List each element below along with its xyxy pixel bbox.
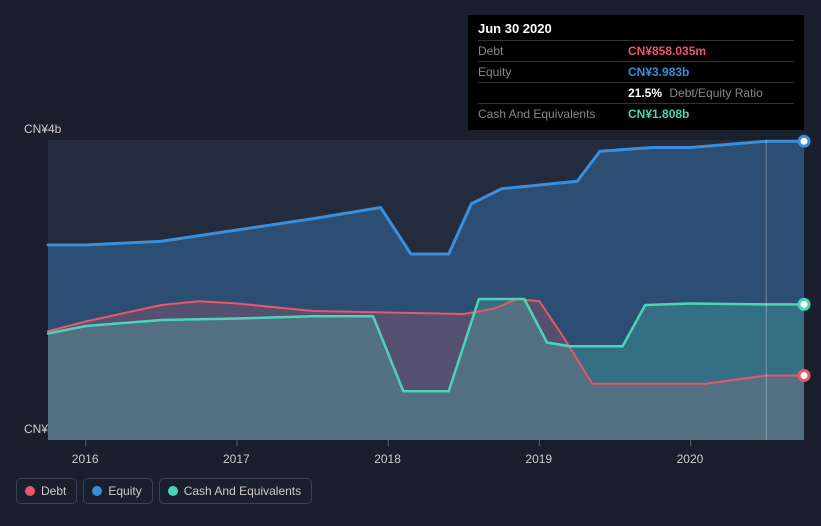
tooltip-row: 21.5% Debt/Equity Ratio bbox=[478, 82, 794, 103]
legend-item-cash[interactable]: Cash And Equivalents bbox=[159, 478, 312, 504]
tooltip-row-value: 21.5% Debt/Equity Ratio bbox=[628, 86, 763, 100]
cash-color-dot bbox=[168, 486, 178, 496]
tooltip-row-value: CN¥3.983b bbox=[628, 65, 689, 79]
x-tick-label: 2019 bbox=[525, 452, 552, 466]
legend-item-equity[interactable]: Equity bbox=[83, 478, 152, 504]
tooltip-row: EquityCN¥3.983b bbox=[478, 61, 794, 82]
debt-color-dot bbox=[25, 486, 35, 496]
legend-label: Cash And Equivalents bbox=[184, 484, 301, 498]
tooltip-row-value: CN¥858.035m bbox=[628, 44, 706, 58]
x-tick-label: 2018 bbox=[374, 452, 401, 466]
chart-tooltip: Jun 30 2020 DebtCN¥858.035mEquityCN¥3.98… bbox=[468, 15, 804, 130]
chart-legend: Debt Equity Cash And Equivalents bbox=[16, 478, 312, 504]
tooltip-row-label bbox=[478, 86, 628, 100]
legend-label: Debt bbox=[41, 484, 66, 498]
tooltip-date: Jun 30 2020 bbox=[478, 21, 794, 36]
tooltip-row-value: CN¥1.808b bbox=[628, 107, 689, 121]
legend-label: Equity bbox=[108, 484, 141, 498]
legend-item-debt[interactable]: Debt bbox=[16, 478, 77, 504]
finance-chart: CN¥4b CN¥0 20162017201820192020 Jun 30 2… bbox=[0, 0, 821, 526]
tooltip-row: Cash And EquivalentsCN¥1.808b bbox=[478, 103, 794, 124]
tooltip-row-label: Cash And Equivalents bbox=[478, 107, 628, 121]
tooltip-row-label: Debt bbox=[478, 44, 628, 58]
x-tick-label: 2016 bbox=[72, 452, 99, 466]
x-tick-label: 2017 bbox=[223, 452, 250, 466]
equity-color-dot bbox=[92, 486, 102, 496]
x-tick-label: 2020 bbox=[677, 452, 704, 466]
tooltip-row-label: Equity bbox=[478, 65, 628, 79]
tooltip-row: DebtCN¥858.035m bbox=[478, 40, 794, 61]
